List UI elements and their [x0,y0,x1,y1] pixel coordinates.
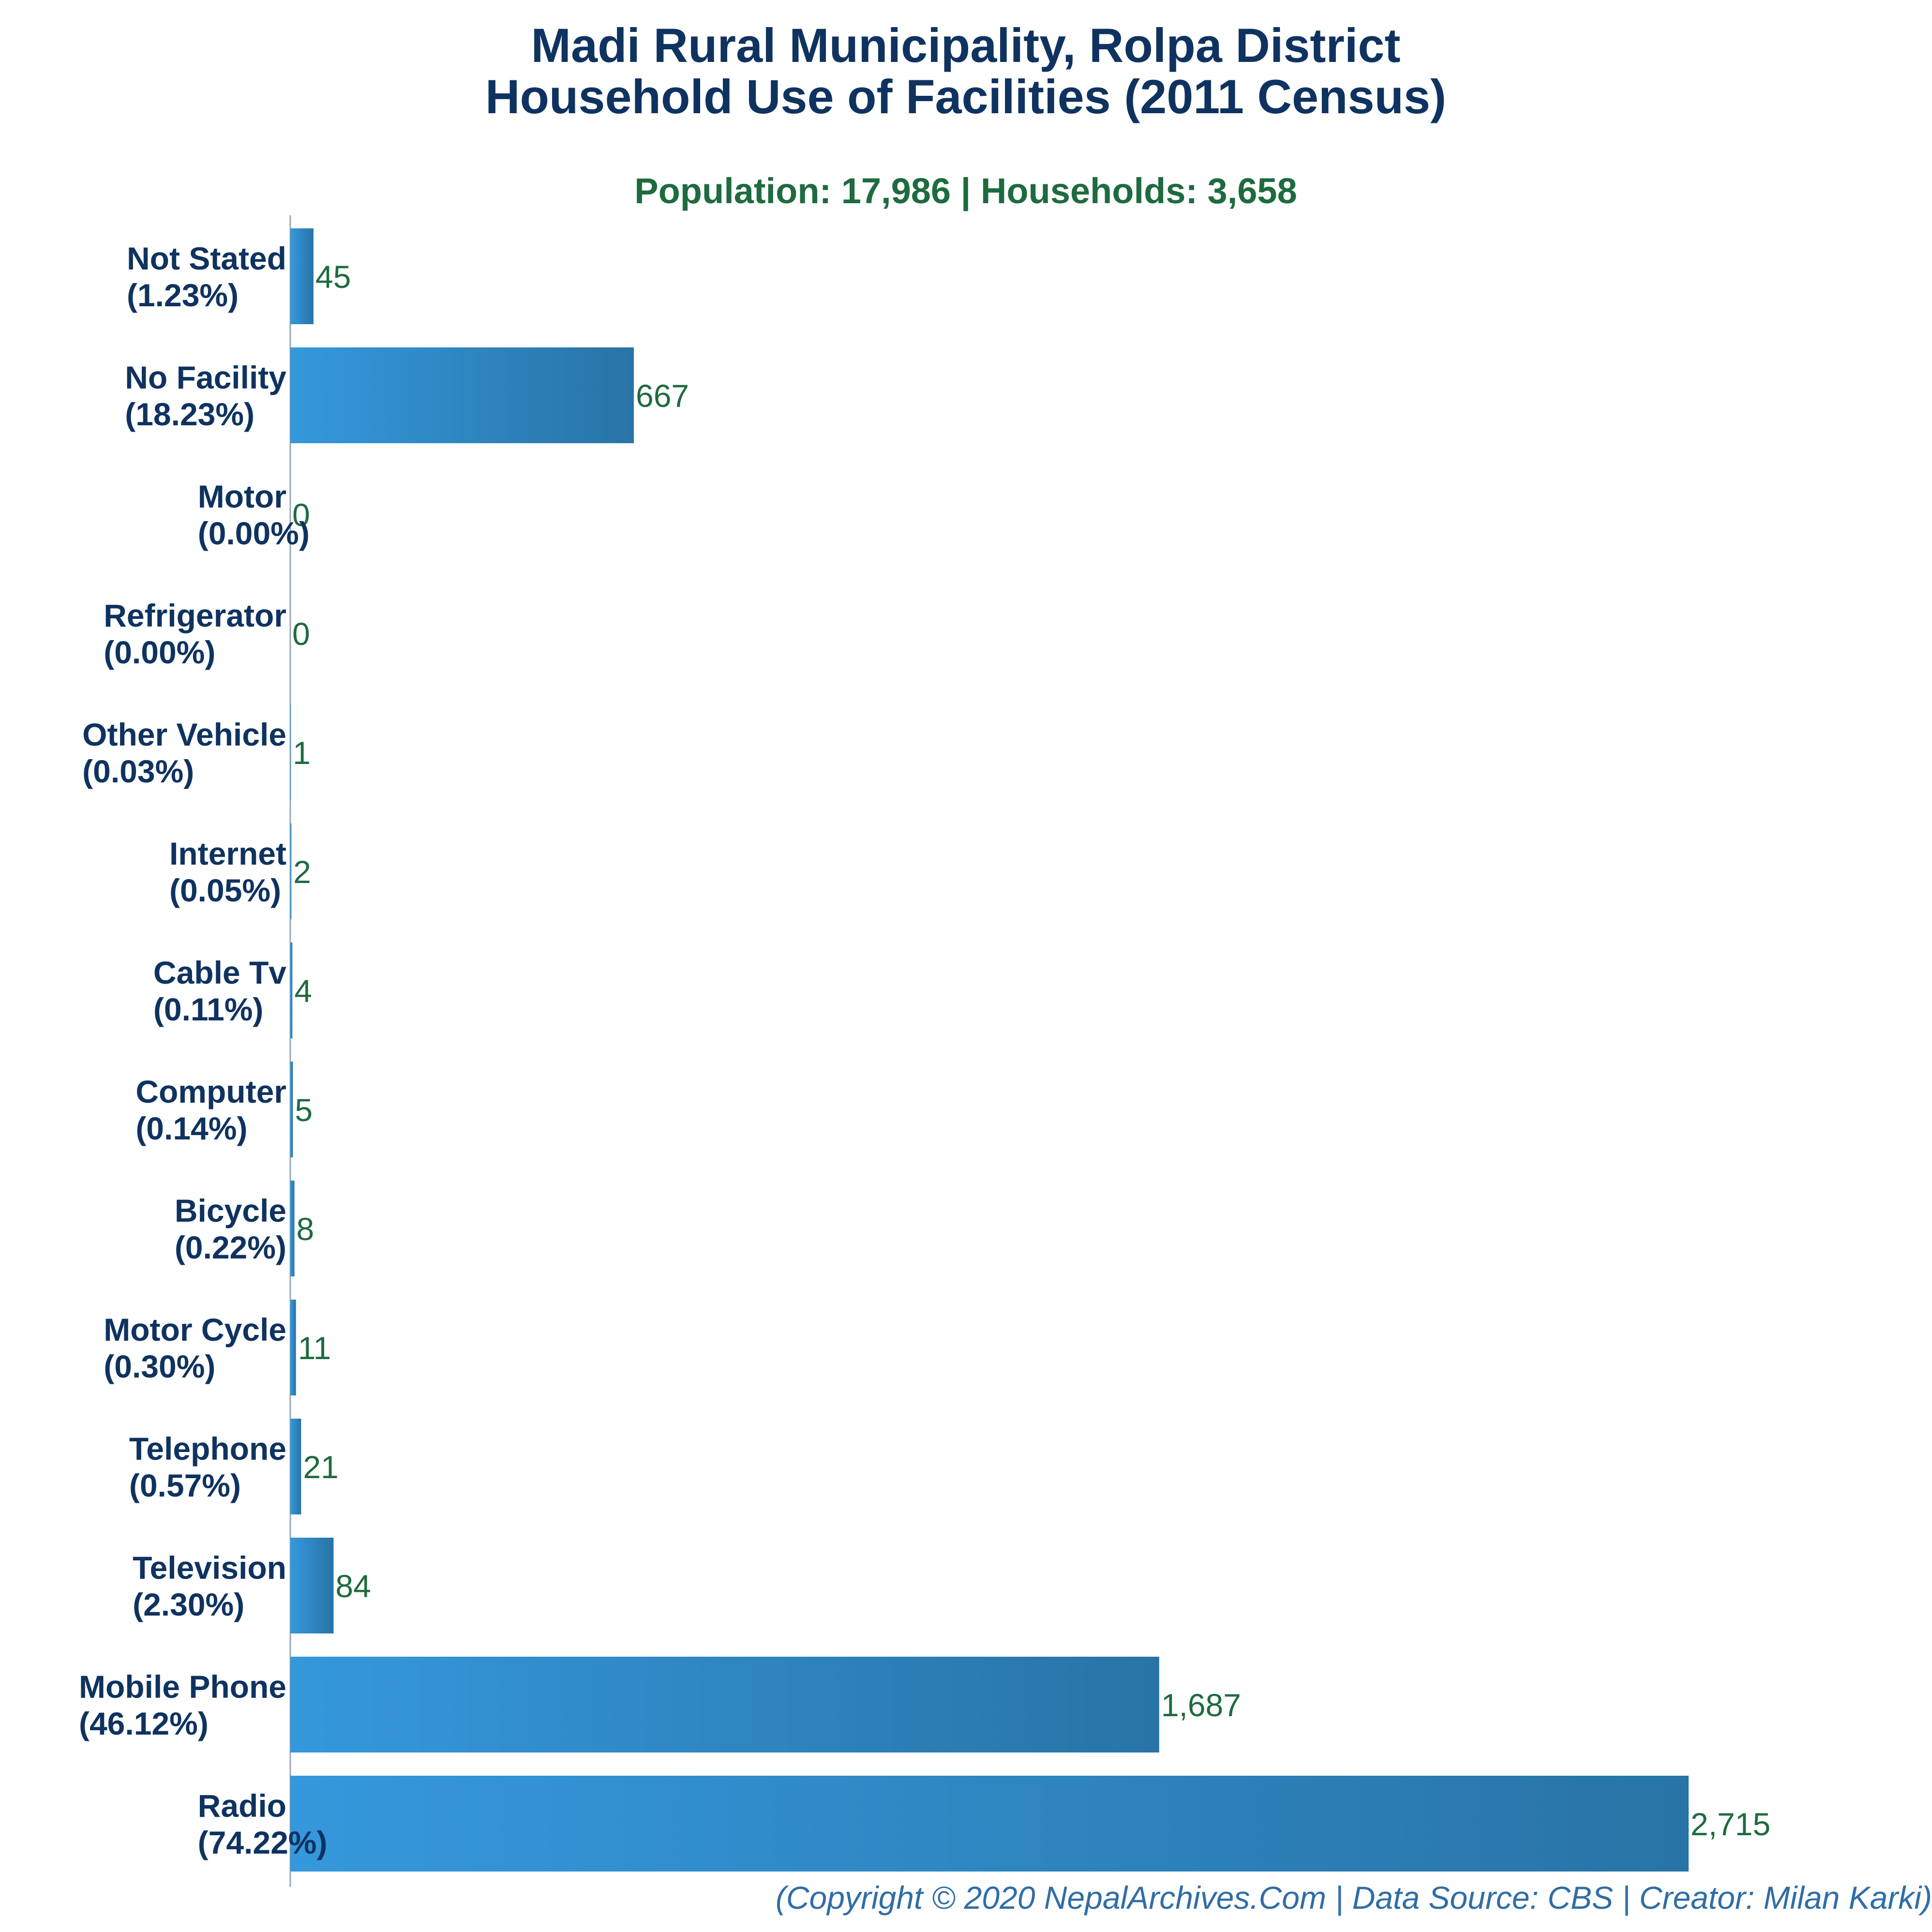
bar [290,943,293,1038]
bar [290,347,634,443]
bar-value-label: 11 [298,1330,331,1366]
bar-value-label: 2,715 [1691,1806,1770,1842]
category-label: Telephone [129,1431,286,1467]
bar [290,228,314,324]
bar-value-label: 21 [303,1449,338,1485]
category-percent-label: (1.23%) [127,277,239,313]
bar [290,824,292,919]
category-percent-label: (0.30%) [104,1348,215,1384]
category-label: Mobile Phone [79,1669,286,1705]
bar [290,1538,334,1633]
category-label: Motor Cycle [104,1312,286,1348]
category-percent-label: (74.22%) [198,1825,328,1860]
category-percent-label: (0.57%) [129,1468,241,1503]
bar [290,1300,296,1395]
chart-footer: (Copyright © 2020 NepalArchives.Com | Da… [776,1880,1932,1917]
bar-value-label: 0 [292,497,310,533]
bar [290,1062,293,1157]
bar [290,1181,295,1276]
category-percent-label: (0.11%) [153,991,263,1027]
category-label: Other Vehicle [82,717,286,752]
category-label: Radio [198,1788,286,1824]
bar-value-label: 45 [315,259,351,295]
category-label: Refrigerator [104,598,286,633]
bar-value-label: 1 [293,735,311,771]
bar-value-label: 667 [636,378,689,414]
bar [290,1776,1689,1872]
bar-value-label: 8 [297,1211,315,1247]
category-label: No Facility [125,359,286,395]
bar-value-label: 1,687 [1161,1687,1241,1723]
category-percent-label: (18.23%) [125,396,255,432]
category-label: Computer [135,1074,286,1109]
category-label: Bicycle [175,1193,286,1228]
bar-value-label: 0 [292,616,310,652]
category-label: Not Stated [127,240,286,276]
category-percent-label: (0.03%) [82,753,194,789]
bar [290,1657,1159,1752]
category-label: Motor [198,479,286,514]
category-label: Cable Tv [153,955,286,990]
category-percent-label: (0.00%) [198,515,310,551]
chart-title-line-2: Household Use of Facilities (2011 Census… [485,70,1446,123]
bar-value-label: 4 [294,973,312,1009]
bar-value-label: 5 [295,1092,313,1128]
chart-title-line-1: Madi Rural Municipality, Rolpa District [531,18,1401,72]
chart-subtitle: Population: 17,986 | Households: 3,658 [634,171,1297,211]
category-label: Television [133,1550,286,1586]
category-percent-label: (0.14%) [135,1110,247,1146]
bar [290,704,291,800]
bar [290,1419,301,1514]
category-percent-label: (0.22%) [175,1229,286,1265]
category-percent-label: (46.12%) [79,1706,209,1741]
category-percent-label: (2.30%) [133,1587,244,1622]
bar-value-label: 84 [335,1568,371,1604]
category-label: Internet [169,836,286,871]
bar-value-label: 2 [293,854,311,890]
category-percent-label: (0.05%) [169,872,281,908]
category-percent-label: (0.00%) [104,634,215,670]
